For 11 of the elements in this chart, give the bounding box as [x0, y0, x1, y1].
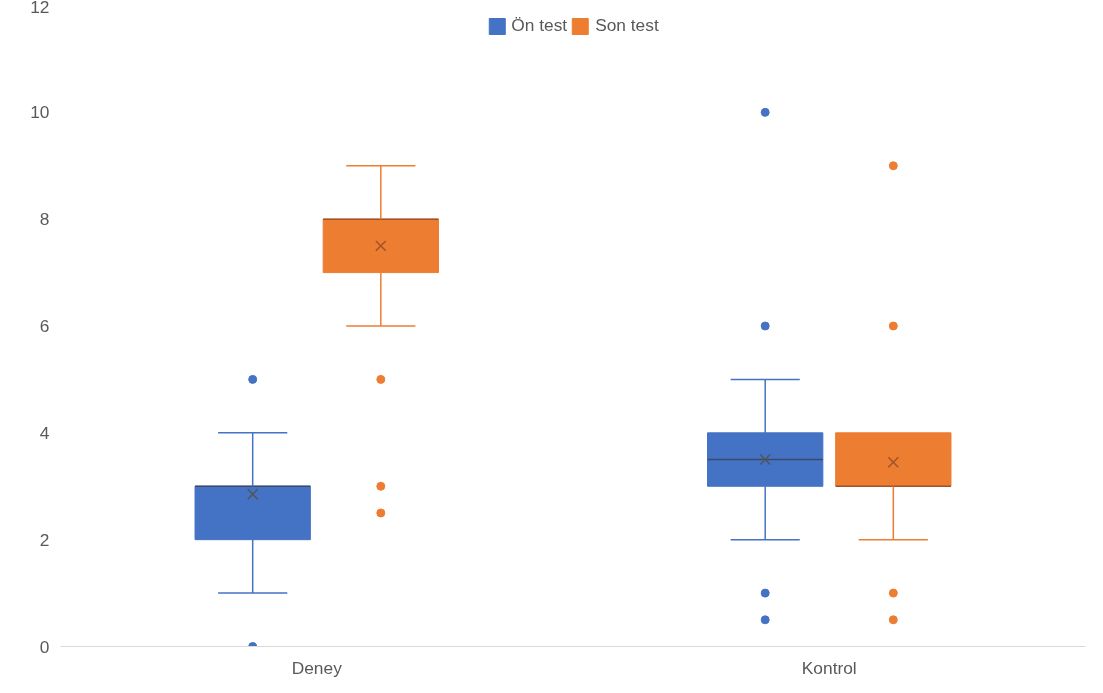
x-tick-label: Kontrol	[801, 657, 857, 678]
legend-label: Son test	[595, 15, 659, 36]
y-tick-label: 8	[39, 209, 50, 230]
y-tick-label: 0	[39, 636, 50, 657]
y-tick-label: 2	[39, 529, 50, 550]
y-tick-label: 12	[30, 0, 50, 17]
legend-label: Ön test	[511, 15, 568, 36]
x-tick-label: Deney	[291, 657, 343, 678]
y-tick-label: 4	[39, 422, 50, 443]
y-tick-label: 6	[39, 316, 50, 336]
y-tick-label: 10	[30, 102, 50, 123]
